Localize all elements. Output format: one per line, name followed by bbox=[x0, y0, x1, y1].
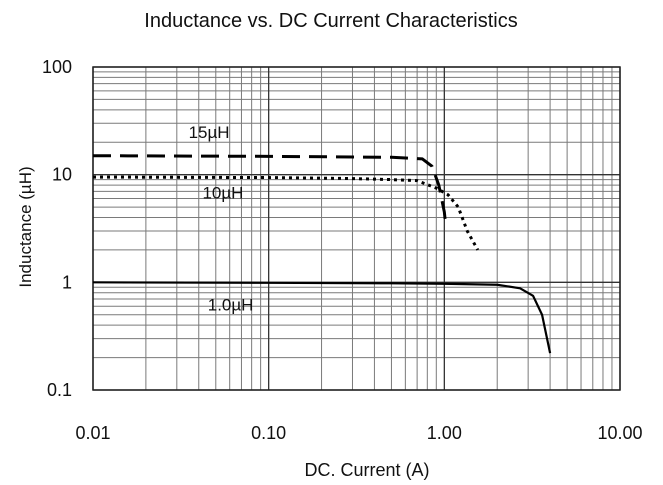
y-tick-label: 0.1 bbox=[47, 380, 72, 400]
y-axis-label: Inductance (µH) bbox=[16, 166, 35, 287]
y-tick-label: 10 bbox=[52, 165, 72, 185]
chart-title: Inductance vs. DC Current Characteristic… bbox=[144, 10, 517, 32]
series-line-10-h bbox=[92, 175, 480, 251]
x-axis-label: DC. Current (A) bbox=[304, 460, 429, 480]
series-line-15-h bbox=[92, 154, 448, 227]
x-tick-label: 0.01 bbox=[75, 423, 110, 443]
x-tick-label: 0.10 bbox=[251, 423, 286, 443]
plot-area: 0.01 0.10 1.00 10.00 0.1 1 10 100 15µH 10µH 1.0µH bbox=[42, 57, 643, 443]
y-tick-label: 100 bbox=[42, 57, 72, 77]
curve-label: 1.0µH bbox=[208, 295, 254, 314]
y-tick-label: 1 bbox=[62, 272, 72, 292]
curve-label: 15µH bbox=[189, 123, 230, 142]
series-line-1-0-h bbox=[92, 281, 552, 354]
x-tick-label: 1.00 bbox=[427, 423, 462, 443]
plot-frame bbox=[92, 66, 621, 391]
curve-label: 10µH bbox=[202, 184, 243, 203]
plot-background bbox=[93, 67, 620, 390]
x-tick-label: 10.00 bbox=[597, 423, 642, 443]
